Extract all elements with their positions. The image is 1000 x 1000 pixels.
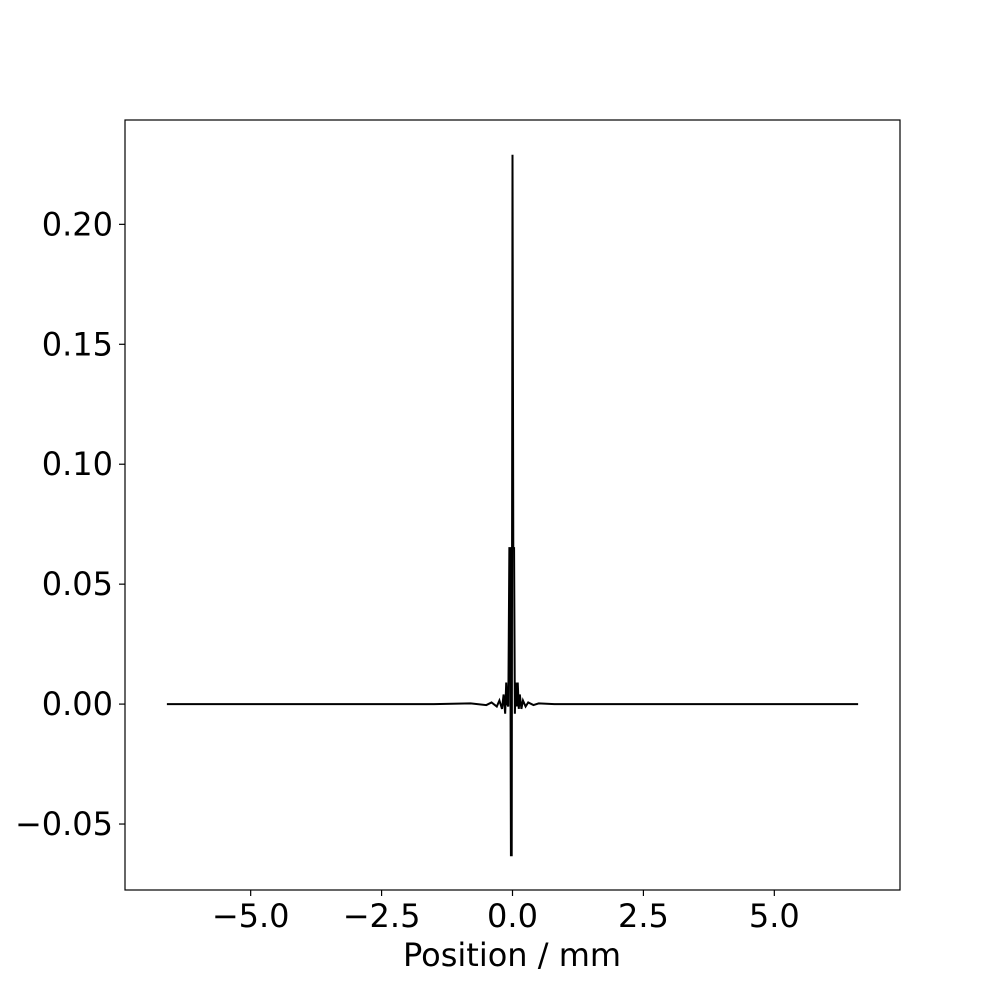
y-tick-label: 0.05 [42,565,113,603]
x-tick-label: −5.0 [212,897,290,935]
x-tick-label: 0.0 [487,897,538,935]
x-tick-label: −2.5 [343,897,421,935]
y-tick-label: 0.20 [42,205,113,243]
y-tick-label: −0.05 [15,805,113,843]
x-axis-title: Position / mm [403,936,621,974]
y-tick-label: 0.00 [42,685,113,723]
y-tick-label: 0.15 [42,325,113,363]
x-axis: −5.0 −2.5 0.0 2.5 5.0 [212,890,800,935]
y-axis: −0.05 0.00 0.05 0.10 0.15 0.20 [15,205,125,843]
x-tick-label: 5.0 [749,897,800,935]
x-tick-label: 2.5 [618,897,669,935]
y-tick-label: 0.10 [42,445,113,483]
plot-frame [124,119,901,891]
series-line [166,154,859,857]
